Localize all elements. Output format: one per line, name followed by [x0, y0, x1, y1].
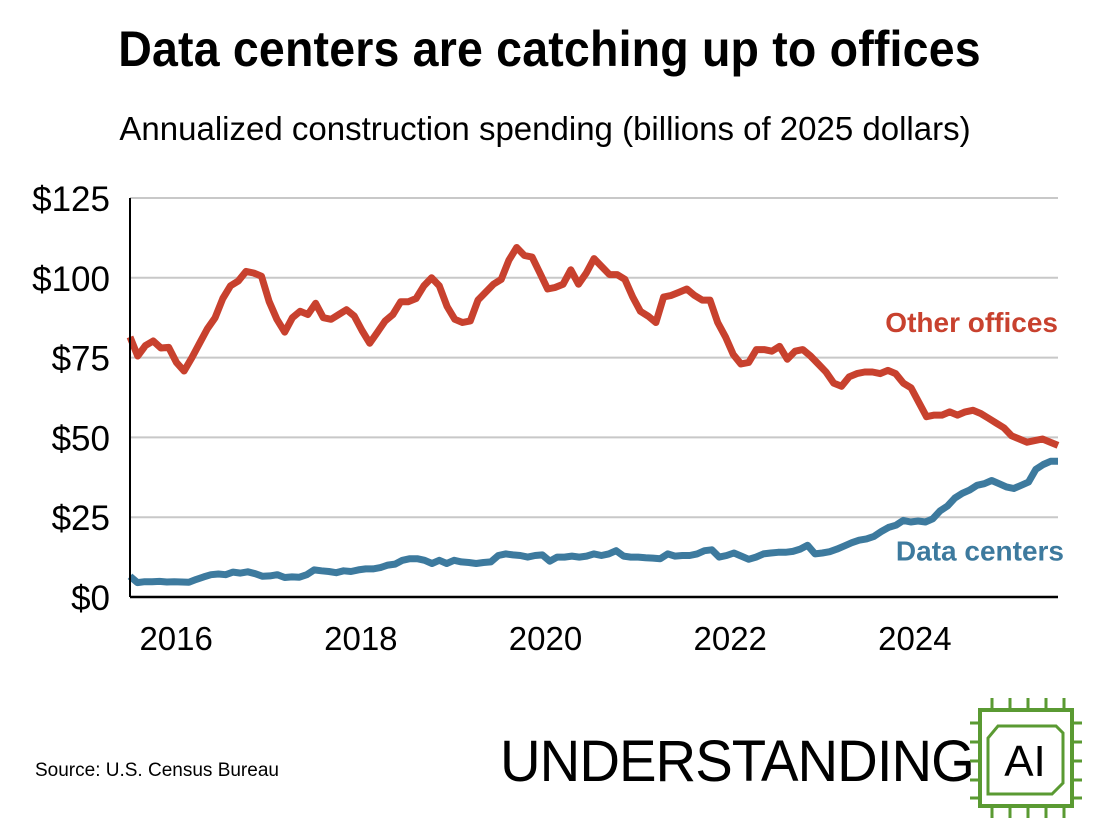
source-note: Source: U.S. Census Bureau: [35, 760, 279, 781]
logo-text: AI: [1004, 737, 1046, 786]
x-axis-ticks: 2016 2018 2020 2022 2024: [139, 620, 951, 657]
line-chart: $0 $25 $50 $75 $100 $125 2016 2018 2020 2022 2024…: [32, 180, 1064, 657]
y-tick-label: $125: [32, 180, 110, 219]
y-tick-label: $50: [52, 419, 110, 458]
gridlines: [130, 197, 1058, 519]
brand-wordmark: UNDERSTANDING: [500, 729, 975, 794]
series-line-data-centers: [127, 457, 1058, 587]
label-data-centers: Data centers: [896, 535, 1064, 566]
y-tick-label: $0: [71, 579, 110, 618]
y-tick-label: $100: [32, 260, 110, 299]
chart-subtitle: Annualized construction spending (billio…: [119, 110, 971, 147]
y-axis-ticks: $0 $25 $50 $75 $100 $125: [32, 180, 110, 618]
x-tick-label: 2018: [324, 620, 397, 657]
y-tick-label: $75: [52, 340, 110, 379]
y-tick-label: $25: [52, 499, 110, 538]
series-line-other-offices: [126, 244, 1060, 449]
axes: [129, 198, 1058, 599]
chart-title: Data centers are catching up to offices: [118, 21, 981, 77]
series-labels: Other offices Data centers: [885, 307, 1064, 566]
x-tick-label: 2016: [139, 620, 212, 657]
chip-logo-icon: AI: [970, 698, 1082, 818]
x-tick-label: 2020: [509, 620, 582, 657]
x-tick-label: 2024: [878, 620, 951, 657]
label-other-offices: Other offices: [885, 307, 1058, 338]
series-lines: [126, 244, 1060, 587]
x-tick-label: 2022: [693, 620, 766, 657]
